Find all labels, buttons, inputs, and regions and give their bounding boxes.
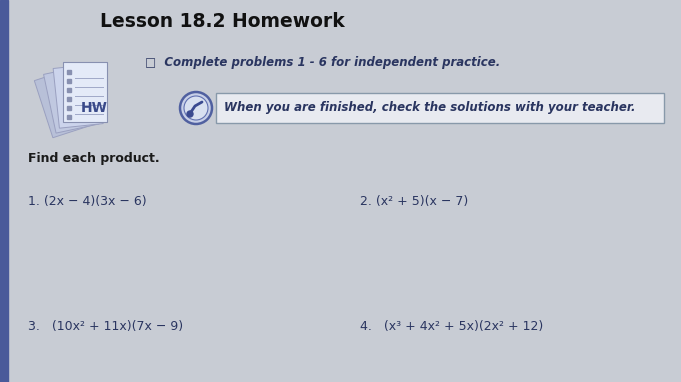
FancyBboxPatch shape: [216, 93, 664, 123]
Text: HW: HW: [81, 101, 108, 115]
FancyBboxPatch shape: [63, 62, 107, 122]
Text: Lesson 18.2 Homework: Lesson 18.2 Homework: [100, 12, 345, 31]
Text: 3.   (10x² + 11x)(7x − 9): 3. (10x² + 11x)(7x − 9): [28, 320, 183, 333]
FancyBboxPatch shape: [44, 65, 99, 133]
Text: 4.   (x³ + 4x² + 5x)(2x² + 12): 4. (x³ + 4x² + 5x)(2x² + 12): [360, 320, 543, 333]
Circle shape: [184, 96, 208, 120]
Text: Find each product.: Find each product.: [28, 152, 159, 165]
Bar: [0, 0, 8, 382]
Circle shape: [180, 92, 212, 124]
Text: □  Complete problems 1 - 6 for independent practice.: □ Complete problems 1 - 6 for independen…: [145, 56, 501, 69]
Text: When you are finished, check the solutions with your teacher.: When you are finished, check the solutio…: [224, 102, 635, 115]
Text: 2. (x² + 5)(x − 7): 2. (x² + 5)(x − 7): [360, 195, 469, 208]
FancyBboxPatch shape: [53, 64, 104, 128]
Circle shape: [187, 111, 193, 117]
FancyBboxPatch shape: [34, 67, 95, 138]
Text: 1. (2x − 4)(3x − 6): 1. (2x − 4)(3x − 6): [28, 195, 146, 208]
FancyBboxPatch shape: [63, 62, 107, 122]
